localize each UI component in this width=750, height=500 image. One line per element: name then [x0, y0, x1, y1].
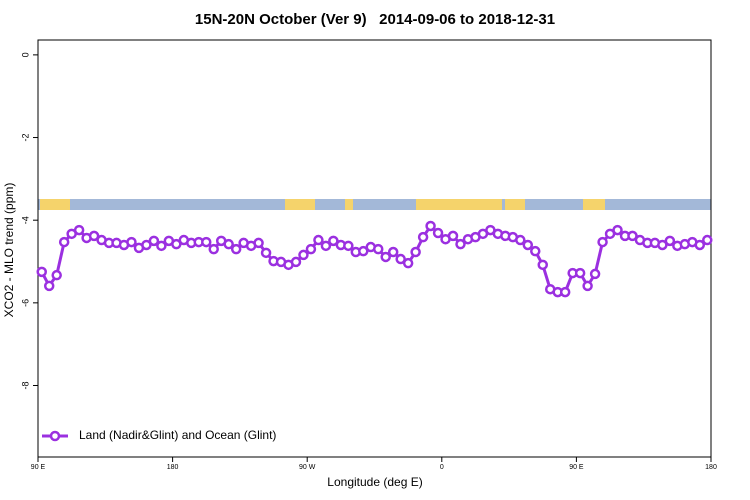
y-tick-label: -8: [20, 381, 30, 389]
data-point: [627, 230, 638, 242]
data-point: [43, 280, 55, 292]
data-point: [432, 227, 444, 239]
ocean-strip: [38, 199, 711, 210]
data-point: [574, 267, 586, 279]
y-axis-label: XCO2 - MLO trend (ppm): [2, 183, 16, 318]
x-tick-label: 180: [167, 464, 179, 471]
x-axis-label: Longitude (deg E): [327, 475, 422, 489]
data-point: [589, 268, 601, 280]
data-point: [425, 220, 436, 232]
y-tick-label: -2: [20, 134, 30, 142]
data-point: [343, 240, 354, 252]
data-point: [612, 224, 623, 236]
data-point: [657, 239, 668, 251]
data-point: [208, 243, 219, 255]
land-patch: [583, 199, 605, 210]
map-strip: [38, 199, 711, 210]
data-point: [395, 253, 406, 265]
y-tick-label: -4: [20, 216, 30, 224]
data-point: [358, 245, 369, 257]
data-point: [417, 231, 429, 243]
data-point: [156, 240, 167, 252]
data-point: [522, 239, 534, 251]
data-point: [664, 235, 676, 247]
plot-frame: [37, 39, 712, 458]
y-tick-label: 0: [20, 52, 30, 57]
data-point: [455, 238, 466, 250]
data-point: [380, 251, 391, 263]
data-point: [410, 246, 421, 258]
x-tick-label: 90 W: [299, 464, 316, 471]
data-point: [328, 235, 339, 247]
legend-label: Land (Nadir&Glint) and Ocean (Glint): [79, 428, 276, 442]
land-patch: [505, 199, 525, 210]
data-point: [694, 239, 706, 251]
x-tick-label: 0: [440, 464, 444, 471]
data-point: [582, 280, 593, 292]
data-point: [126, 236, 137, 248]
data-point: [559, 286, 571, 298]
data-point: [171, 238, 182, 250]
data-point: [73, 224, 85, 236]
chart-title: 15N-20N October (Ver 9) 2014-09-06 to 20…: [195, 11, 555, 28]
data-point: [402, 257, 414, 269]
x-tick-label: 90 E: [31, 464, 46, 471]
data-point: [36, 266, 47, 278]
data-point: [447, 230, 459, 242]
data-point: [290, 256, 302, 268]
data-point: [58, 236, 70, 248]
land-patch: [285, 199, 315, 210]
data-point: [260, 247, 272, 259]
data-point: [515, 234, 526, 246]
y-tick-label: -6: [20, 299, 30, 307]
data-point: [387, 246, 399, 258]
x-tick-label: 180: [705, 464, 717, 471]
data-point: [88, 230, 100, 242]
data-point: [313, 234, 324, 246]
data-point: [372, 243, 384, 255]
land-patch: [416, 199, 502, 210]
data-point: [51, 269, 62, 281]
data-point: [201, 236, 212, 248]
land-patch: [345, 199, 353, 210]
data-point: [320, 240, 332, 252]
data-point: [702, 234, 713, 246]
data-point: [537, 259, 548, 271]
data-point: [253, 237, 264, 249]
data-point: [305, 243, 317, 255]
legend-marker: [49, 430, 61, 442]
data-point: [223, 238, 234, 250]
data-point: [597, 236, 608, 248]
land-patch: [40, 199, 70, 210]
x-tick-label: 90 E: [569, 464, 584, 471]
data-point: [230, 243, 242, 255]
data-point: [148, 235, 160, 247]
data-point: [530, 245, 541, 257]
data-point: [298, 249, 309, 261]
data-point: [141, 239, 152, 251]
